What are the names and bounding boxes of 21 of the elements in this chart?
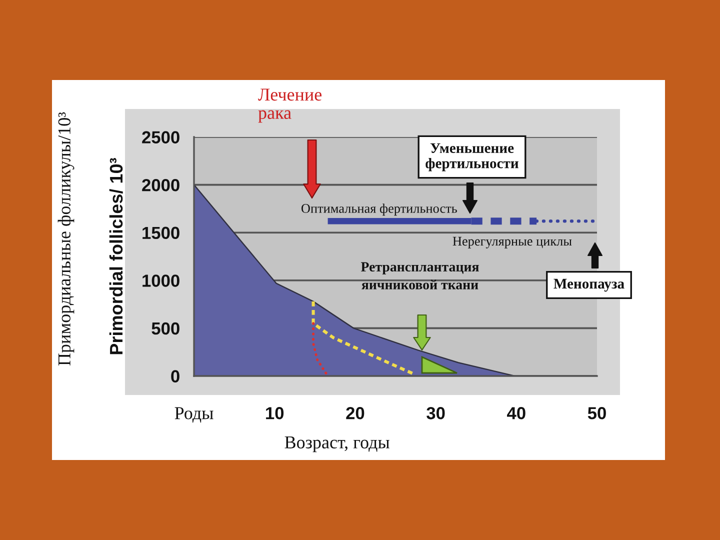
y-tick-label: 2000 xyxy=(142,178,180,192)
x-tick-label: 10 xyxy=(266,407,284,420)
y-tick-label: 1000 xyxy=(142,274,180,287)
annotation: Ретрансплантация яичниковой ткани xyxy=(360,262,479,290)
x-tick-label: 40 xyxy=(507,407,526,420)
y-tick-label: 0 xyxy=(171,370,180,382)
y-axis-title: Primordial follicles/ 10³ xyxy=(109,158,123,354)
annotation: Менопауза xyxy=(554,278,624,292)
x-axis-title: Возраст, годы xyxy=(284,436,390,452)
x-tick-label: Роды xyxy=(174,407,214,423)
series-label: Нерегулярные циклы xyxy=(452,236,572,248)
y-tick-label: 500 xyxy=(152,322,180,335)
x-tick-label: 50 xyxy=(588,407,606,420)
annotation: Уменьшение фертильности xyxy=(426,143,518,172)
series-label: Оптимальная фертильность xyxy=(301,204,457,216)
y-tick-label: 2500 xyxy=(142,131,180,144)
text: Лечение рака xyxy=(258,88,322,123)
text: Примордиальные фолликулы/10³ xyxy=(58,112,74,366)
x-tick-label: 20 xyxy=(346,407,364,420)
x-tick-label: 30 xyxy=(426,407,445,420)
y-tick-label: 1500 xyxy=(142,226,180,240)
